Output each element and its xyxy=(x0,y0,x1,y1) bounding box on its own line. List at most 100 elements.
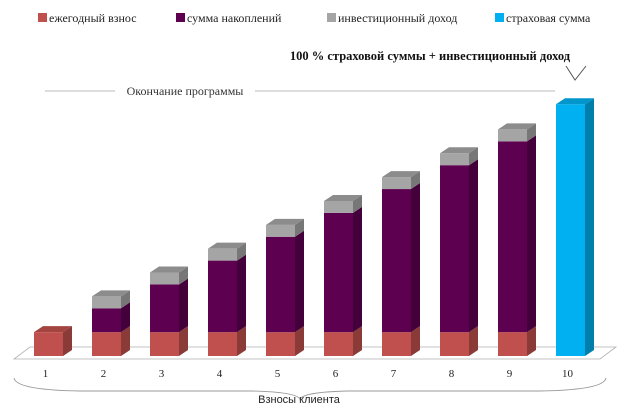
x-tick-label-7: 7 xyxy=(391,368,397,380)
bar-side-7-series-3 xyxy=(411,171,420,190)
bar-segment-10-series-4 xyxy=(556,104,585,356)
bar-segment-5-series-3 xyxy=(266,224,295,237)
bar-side-3-series-3 xyxy=(179,266,188,285)
bar-side-3-series-1 xyxy=(179,326,188,356)
bar-side-6-series-2 xyxy=(353,206,362,333)
bar-side-7-series-1 xyxy=(411,326,420,356)
bar-segment-4-series-3 xyxy=(208,248,237,261)
x-tick-label-4: 4 xyxy=(217,368,223,380)
bar-segment-2-series-3 xyxy=(92,296,121,309)
legend-label-series-4: страховая сумма xyxy=(506,11,591,25)
x-axis-brace xyxy=(13,377,607,400)
bar-top-5 xyxy=(266,218,304,225)
bar-segment-7-series-2 xyxy=(382,189,411,333)
bar-stack-2 xyxy=(92,290,130,356)
bars-group xyxy=(34,98,594,356)
program-end-label: Окончание программы xyxy=(127,84,244,98)
bar-segment-3-series-1 xyxy=(150,332,179,356)
bar-top-9 xyxy=(498,123,536,130)
x-axis-label: Взносы клиента xyxy=(258,394,341,406)
x-tick-labels: 1 2 3 4 5 6 7 8 9 10 xyxy=(43,368,574,380)
bar-top-8 xyxy=(440,147,478,154)
bar-segment-6-series-2 xyxy=(324,212,353,333)
x-tick-label-2: 2 xyxy=(101,368,107,380)
bar-side-5-series-1 xyxy=(295,326,304,356)
bar-segment-8-series-1 xyxy=(440,332,469,356)
bar-side-3-series-2 xyxy=(179,278,188,333)
bar-side-9-series-3 xyxy=(527,123,536,142)
bar-side-4-series-1 xyxy=(237,326,246,356)
legend-swatch-series-3 xyxy=(327,13,336,22)
bar-top-4 xyxy=(208,242,246,249)
bar-stack-8 xyxy=(440,147,478,356)
bar-segment-5-series-2 xyxy=(266,236,295,333)
bar-segment-6-series-1 xyxy=(324,332,353,356)
bar-segment-2-series-2 xyxy=(92,308,121,333)
legend-swatch-series-4 xyxy=(495,13,504,22)
bar-side-4-series-3 xyxy=(237,242,246,261)
x-tick-label-8: 8 xyxy=(449,368,455,380)
bar-segment-1-series-1 xyxy=(34,332,63,356)
bar-side-2-series-2 xyxy=(121,302,130,333)
bar-stack-5 xyxy=(266,218,304,356)
bar-side-4-series-2 xyxy=(237,254,246,333)
bar-side-6-series-1 xyxy=(353,326,362,356)
bar-segment-3-series-2 xyxy=(150,284,179,333)
bar-side-9-series-1 xyxy=(527,326,536,356)
bar-segment-9-series-3 xyxy=(498,129,527,142)
bar-top-10 xyxy=(556,98,594,105)
bar-segment-7-series-1 xyxy=(382,332,411,356)
bar-segment-4-series-1 xyxy=(208,332,237,356)
bar-top-7 xyxy=(382,171,420,178)
legend-swatch-series-2 xyxy=(176,13,185,22)
bar-side-8-series-3 xyxy=(469,147,478,166)
bar-segment-7-series-3 xyxy=(382,177,411,190)
bar-stack-4 xyxy=(208,242,246,356)
bar-stack-3 xyxy=(150,266,188,356)
bar-side-2-series-1 xyxy=(121,326,130,356)
bar-side-6-series-3 xyxy=(353,194,362,213)
x-tick-label-3: 3 xyxy=(159,368,165,380)
legend-label-series-3: инвестиционный доход xyxy=(338,11,457,25)
bar-top-1 xyxy=(34,326,72,333)
bar-segment-2-series-1 xyxy=(92,332,121,356)
bar-side-8-series-1 xyxy=(469,326,478,356)
x-tick-label-6: 6 xyxy=(333,368,339,380)
x-tick-label-9: 9 xyxy=(507,368,513,380)
x-tick-label-1: 1 xyxy=(43,368,49,380)
bar-stack-10 xyxy=(556,98,594,356)
annotation-label: 100 % страховой суммы + инвестиционный д… xyxy=(290,49,571,63)
x-tick-label-5: 5 xyxy=(275,368,281,380)
bar-top-2 xyxy=(92,290,130,297)
bar-segment-5-series-1 xyxy=(266,332,295,356)
bar-stack-7 xyxy=(382,171,420,356)
bar-side-2-series-3 xyxy=(121,290,130,309)
bar-side-5-series-3 xyxy=(295,218,304,237)
bar-side-10-series-4 xyxy=(585,98,594,356)
legend-label-series-1: ежегодный взнос xyxy=(49,11,137,25)
legend-label-series-2: сумма накоплений xyxy=(187,11,282,25)
bar-top-6 xyxy=(324,194,362,201)
bar-segment-6-series-3 xyxy=(324,200,353,213)
bar-segment-4-series-2 xyxy=(208,260,237,333)
bar-stack-6 xyxy=(324,194,362,356)
bar-segment-3-series-3 xyxy=(150,272,179,285)
bar-side-1-series-1 xyxy=(63,326,72,356)
bar-side-7-series-2 xyxy=(411,183,420,333)
annotation-callout-icon xyxy=(565,65,587,81)
bar-side-8-series-2 xyxy=(469,159,478,333)
bar-stack-9 xyxy=(498,123,536,356)
legend-swatch-series-1 xyxy=(38,13,47,22)
bar-segment-8-series-3 xyxy=(440,153,469,166)
bar-side-9-series-2 xyxy=(527,135,536,333)
bar-stack-1 xyxy=(34,326,72,356)
bar-segment-9-series-1 xyxy=(498,332,527,356)
bar-segment-8-series-2 xyxy=(440,165,469,333)
legend: ежегодный взнос сумма накоплений инвести… xyxy=(38,11,591,25)
bar-side-5-series-2 xyxy=(295,230,304,333)
x-tick-label-10: 10 xyxy=(562,368,574,380)
bar-top-3 xyxy=(150,266,188,273)
bar-segment-9-series-2 xyxy=(498,141,527,333)
